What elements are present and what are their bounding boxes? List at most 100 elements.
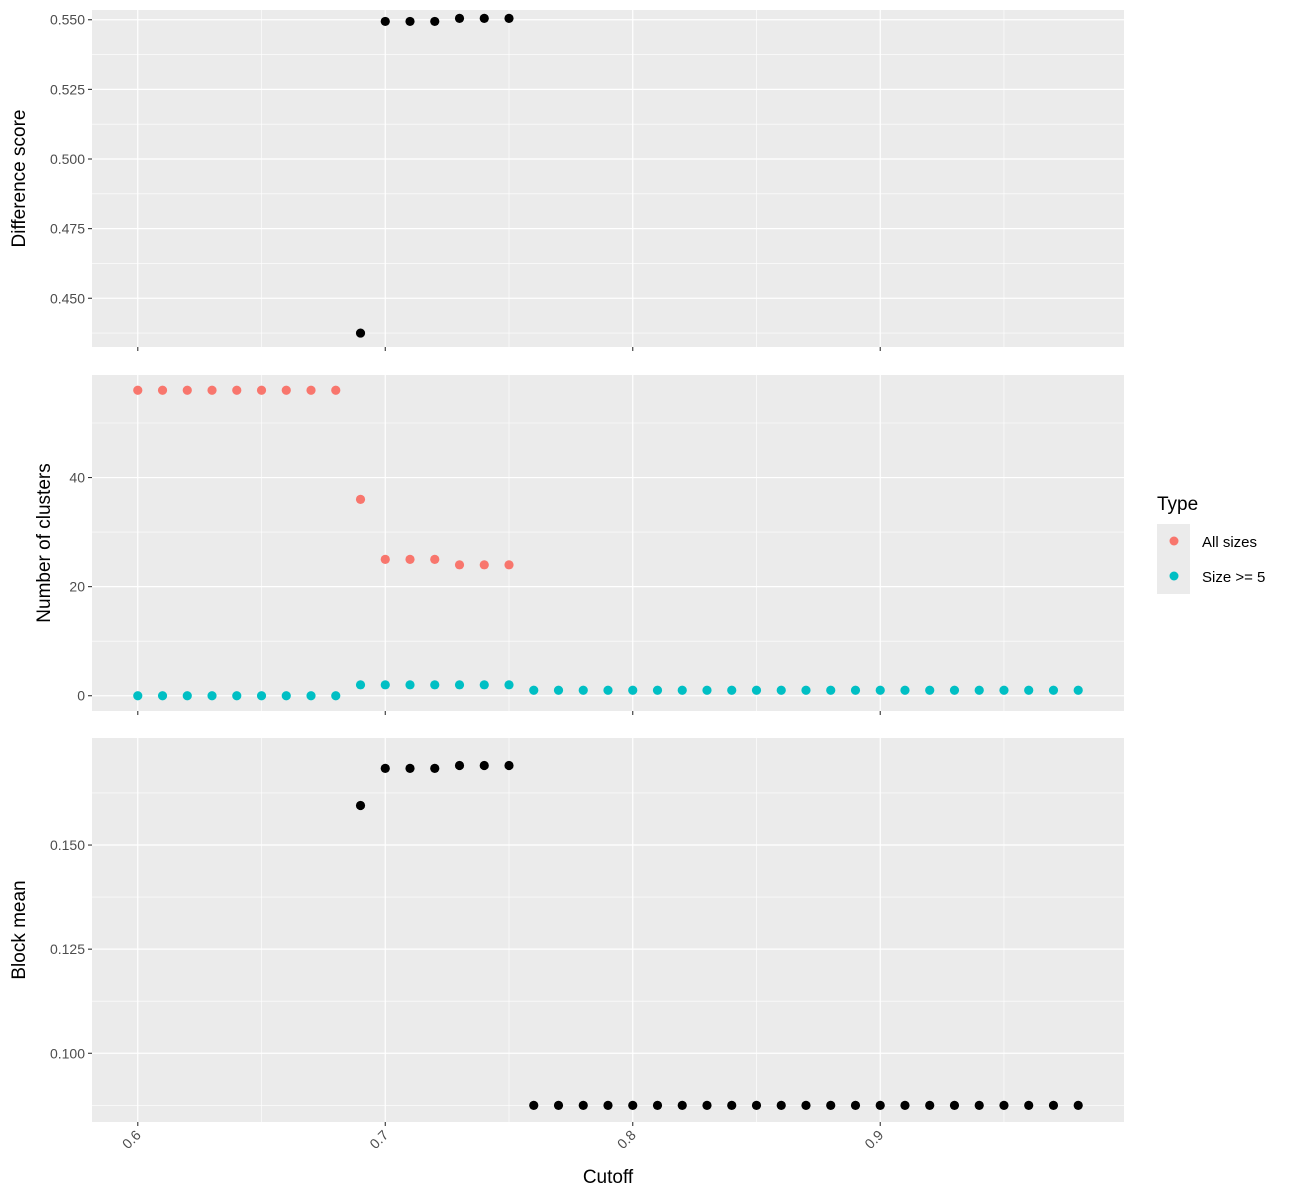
data-point [826,1100,836,1110]
data-point [603,685,613,695]
y-tick-label: 0.550 [50,12,85,28]
data-point [207,691,217,701]
data-point [331,385,341,395]
y-tick-label: 0.450 [50,290,85,306]
legend-key-size-ge-5 [1169,571,1179,581]
data-point [306,385,316,395]
data-point [133,385,143,395]
data-point [652,685,663,695]
legend-key-all-sizes [1169,536,1179,546]
data-point [1073,685,1083,695]
panel-2: 0 20 40 Number of clusters [34,375,1124,715]
data-point [1073,1100,1083,1110]
panel-3: 0.100 0.125 0.150 0.6 0.7 0.8 0.9 Block mean [9,738,1124,1152]
data-point [380,680,390,690]
data-point [157,691,168,701]
legend-label-all-sizes: All sizes [1202,534,1257,551]
data-point [553,1100,564,1110]
data-point [999,685,1009,695]
data-point [479,560,489,570]
y-axis-title: Number of clusters [34,463,55,622]
y-axis-title: Block mean [9,880,30,979]
data-point [826,685,836,695]
data-point [529,1100,539,1110]
y-tick-label: 0.500 [50,151,85,167]
x-axis-title: Cutoff [583,1167,634,1188]
data-point [454,560,465,570]
data-point [355,680,366,690]
data-point [479,13,489,23]
data-point [157,385,168,395]
y-tick-label: 40 [69,470,85,486]
data-point [578,1100,588,1110]
data-point [504,560,514,570]
data-point [801,1100,811,1110]
series-2 [133,680,1083,701]
data-point [256,385,267,395]
y-tick-label: 0.125 [50,941,85,957]
legend-label-size-ge-5: Size >= 5 [1202,569,1265,586]
data-point [949,685,960,695]
data-point [751,1100,762,1110]
data-point [232,691,242,701]
y-tick-label: 0.475 [50,221,85,237]
data-point [355,328,366,338]
data-point [1024,685,1034,695]
data-point [727,685,737,695]
data-point [306,691,316,701]
data-point [702,1100,712,1110]
data-point [479,680,489,690]
data-point [232,385,242,395]
data-point [578,685,588,695]
data-point [925,685,935,695]
data-point [925,1100,935,1110]
y-tick-label: 20 [69,579,85,595]
data-point [727,1100,737,1110]
data-point [182,385,192,395]
data-point [405,763,415,774]
data-point [875,1100,885,1110]
data-point [974,1100,984,1110]
x-tick-label: 0.8 [614,1127,639,1152]
gridlines [92,738,1124,1122]
data-point [405,680,415,690]
y-tick-label: 0.100 [50,1045,85,1061]
data-point [405,554,415,564]
data-point [430,680,440,690]
data-point [380,554,390,564]
panels: 0.450 0.475 0.500 0.525 0.550 Difference scor… [9,10,1124,1152]
data-point [380,763,390,774]
data-point [850,685,861,695]
data-point [430,554,440,564]
panel-background [92,738,1124,1122]
data-point [776,685,786,695]
data-point [380,16,390,27]
data-point [751,685,762,695]
data-point [801,685,811,695]
data-point [776,1100,786,1110]
data-point [405,16,415,27]
data-point [652,1100,663,1110]
data-point [281,691,291,701]
data-point [702,685,712,695]
data-point [331,691,341,701]
panel-1: 0.450 0.475 0.500 0.525 0.550 Difference scor… [9,10,1124,351]
data-point [603,1100,613,1110]
x-tick-label: 0.6 [119,1127,144,1152]
data-point [628,1100,638,1110]
data-point [504,760,514,771]
data-point [677,1100,687,1110]
data-point [553,685,564,695]
y-tick-label: 0 [77,688,85,704]
data-point [504,680,514,690]
data-point [999,1100,1009,1110]
y-tick-label: 0.150 [50,837,85,853]
data-point [850,1100,861,1110]
legend-key-background [1157,524,1190,594]
legend-title: Type [1157,494,1198,515]
data-point [974,685,984,695]
data-point [479,760,489,771]
panel-background [92,375,1124,711]
data-point [628,685,638,695]
